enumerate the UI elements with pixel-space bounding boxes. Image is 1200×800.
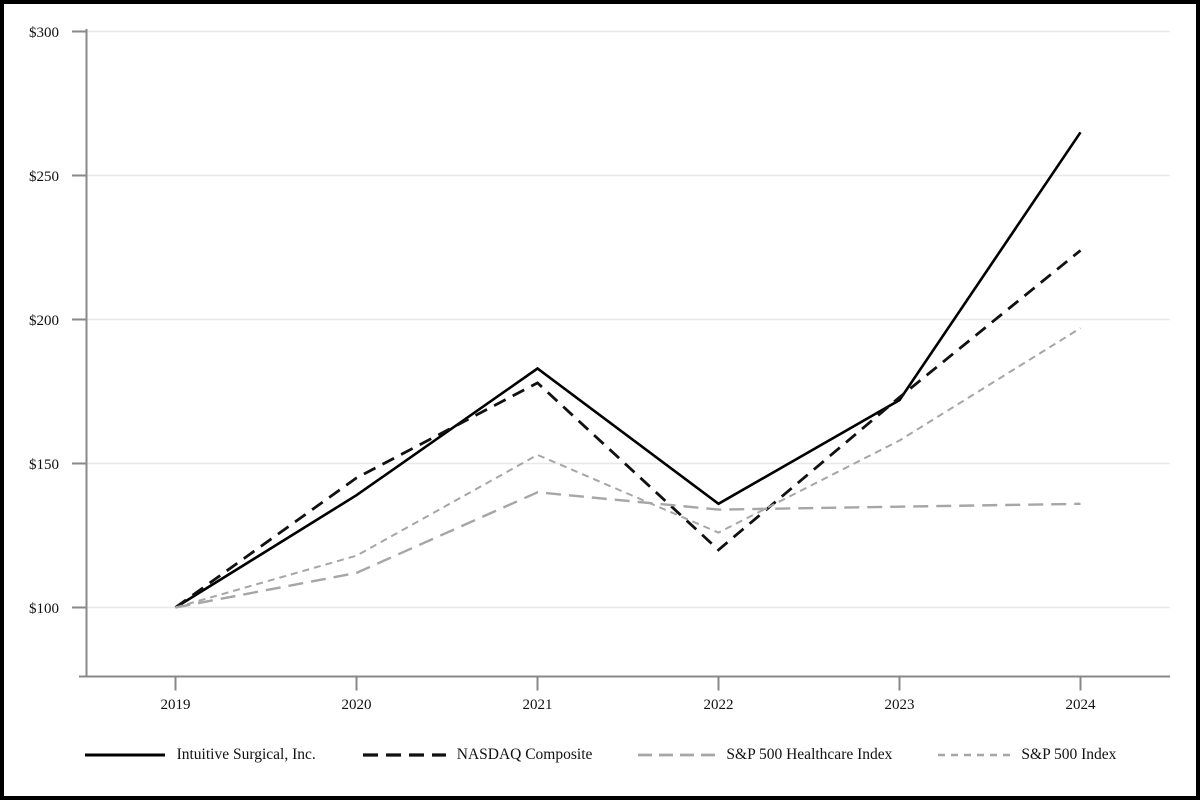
legend-item-sp500-index: S&P 500 Index (938, 746, 1116, 764)
series-line-3 (175, 327, 1082, 609)
legend-label-sp500-index: S&P 500 Index (1021, 746, 1117, 763)
y-tick-label: $300 (29, 25, 59, 41)
y-tick-label: $100 (29, 601, 59, 617)
legend-line-longdash-gray-icon (638, 753, 716, 757)
y-tick-label: $200 (29, 313, 59, 329)
x-tick-label: 2019 (161, 697, 191, 713)
legend-line-shortdash-gray-icon (938, 753, 1011, 757)
x-tick-label: 2020 (342, 697, 372, 713)
x-tick-label: 2024 (1066, 697, 1097, 713)
x-tick-label: 2022 (704, 697, 734, 713)
series-line-1 (174, 249, 1082, 609)
legend-item-sp500-healthcare: S&P 500 Healthcare Index (638, 746, 892, 764)
series-line-2 (175, 491, 1081, 609)
chart-legend: Intuitive Surgical, Inc. NASDAQ Composit… (4, 746, 1196, 764)
legend-item-intuitive-surgical: Intuitive Surgical, Inc. (84, 746, 316, 764)
legend-line-dashed-black-icon (362, 753, 446, 757)
legend-line-solid-black-icon (84, 753, 165, 757)
y-tick-label: $150 (29, 457, 59, 473)
x-tick-label: 2021 (523, 697, 553, 713)
legend-label-nasdaq-composite: NASDAQ Composite (456, 746, 593, 763)
y-tick-label: $250 (29, 169, 59, 185)
legend-label-intuitive-surgical: Intuitive Surgical, Inc. (176, 746, 316, 763)
x-tick-label: 2023 (885, 697, 915, 713)
legend-label-sp500-healthcare: S&P 500 Healthcare Index (726, 746, 893, 763)
stock-performance-chart: $300 $250 $200 $150 $100 2019 2020 2021 2022 2023… (29, 25, 1170, 713)
series-line-0 (174, 131, 1082, 609)
legend-item-nasdaq-composite: NASDAQ Composite (362, 746, 593, 764)
